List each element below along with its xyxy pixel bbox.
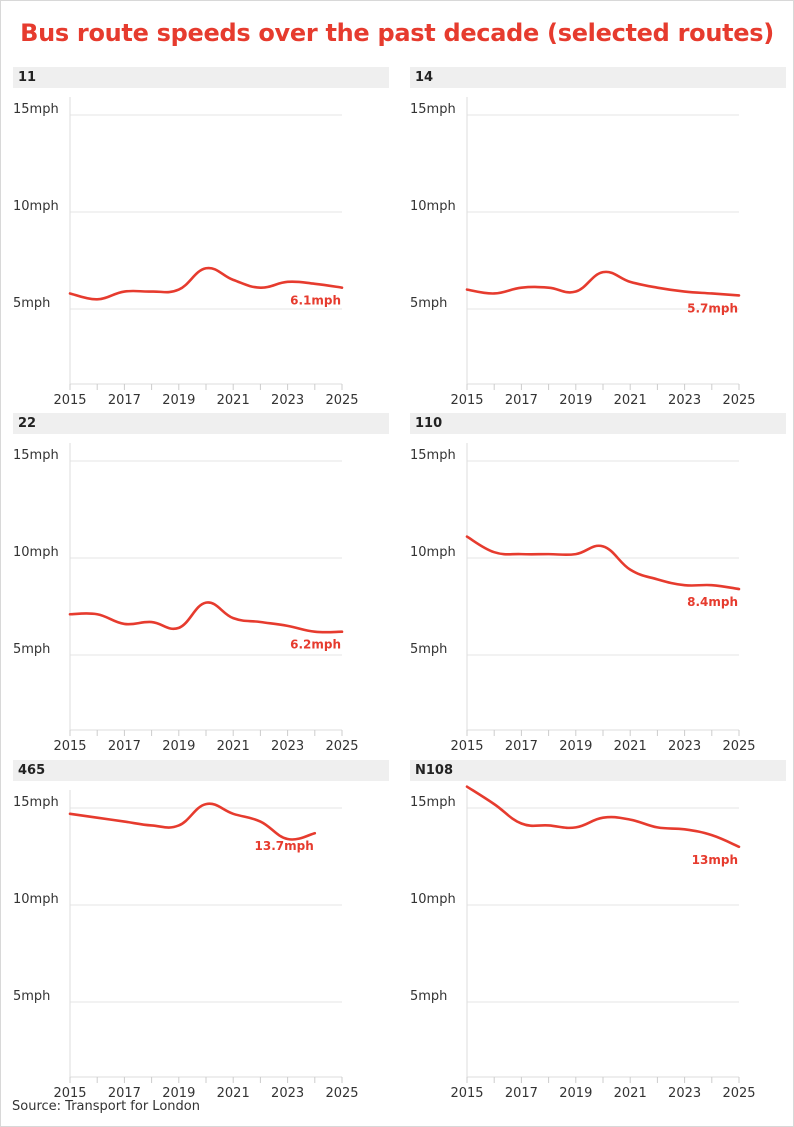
x-tick-label: 2019 — [162, 393, 195, 408]
x-tick-label: 2015 — [53, 393, 86, 408]
series-line — [68, 601, 344, 634]
y-tick-label: 5mph — [410, 989, 447, 1004]
x-tick-label: 2017 — [108, 739, 141, 754]
x-tick-label: 2017 — [505, 393, 538, 408]
y-tick-label: 10mph — [410, 199, 456, 214]
panel-header: N108 — [410, 760, 786, 781]
panel-route-110: 110 5mph 10mph 15mph 2015 2017 2019 2021 2023 20… — [410, 413, 786, 754]
x-tick-label: 2025 — [325, 1086, 358, 1101]
x-tick-label: 2025 — [722, 739, 755, 754]
line-chart: 5mph 10mph 15mph 2015 2017 2019 2021 2023 2025 6.… — [13, 443, 359, 754]
panel-route-11: 11 5mph 10mph 15mph 2015 2017 2019 2021 2023 202… — [13, 67, 389, 408]
x-tick-label: 2025 — [722, 393, 755, 408]
y-tick-label: 15mph — [13, 102, 59, 117]
series-line — [465, 270, 741, 297]
line-chart: 5mph 10mph 15mph 2015 2017 2019 2021 2023 2025 13… — [13, 790, 359, 1101]
x-tick-label: 2021 — [614, 739, 647, 754]
series-line — [68, 266, 344, 301]
data-label: 13mph — [692, 853, 738, 867]
panel-route-465: 465 5mph 10mph 15mph 2015 2017 2019 2021 2023 20… — [13, 760, 389, 1101]
panel-route-22: 22 5mph 10mph 15mph 2015 2017 2019 2021 2023 202… — [13, 413, 389, 754]
y-tick-label: 10mph — [410, 545, 456, 560]
y-tick-label: 10mph — [13, 892, 59, 907]
series-line — [465, 785, 741, 849]
x-tick-label: 2019 — [162, 1086, 195, 1101]
x-tick-label: 2019 — [559, 739, 592, 754]
x-tick-label: 2025 — [325, 739, 358, 754]
panel-title: 465 — [18, 763, 46, 778]
y-tick-label: 5mph — [410, 642, 447, 657]
line-chart: 5mph 10mph 15mph 2015 2017 2019 2021 2023 2025 6.… — [13, 97, 359, 408]
x-tick-label: 2021 — [217, 1086, 250, 1101]
series-line — [465, 535, 741, 591]
data-label: 13.7mph — [255, 839, 314, 853]
x-tick-label: 2021 — [614, 1086, 647, 1101]
y-tick-label: 15mph — [410, 448, 456, 463]
panel-route-14: 14 5mph 10mph 15mph 2015 2017 2019 2021 2023 202… — [410, 67, 786, 408]
page-title: Bus route speeds over the past decade (s… — [20, 19, 774, 47]
x-tick-label: 2017 — [505, 1086, 538, 1101]
panel-route-n108: N108 5mph 10mph 15mph 2015 2017 2019 2021 2023 2… — [410, 760, 786, 1101]
x-tick-label: 2023 — [271, 739, 304, 754]
y-tick-label: 5mph — [410, 296, 447, 311]
panel-title: N108 — [415, 763, 454, 778]
source-note: Source: Transport for London — [12, 1099, 200, 1114]
x-tick-label: 2017 — [108, 1086, 141, 1101]
series-line — [68, 802, 317, 841]
x-tick-label: 2023 — [668, 1086, 701, 1101]
line-chart: 5mph 10mph 15mph 2015 2017 2019 2021 2023 2025 13… — [410, 785, 756, 1101]
line-chart: 5mph 10mph 15mph 2015 2017 2019 2021 2023 2025 5.… — [410, 97, 756, 408]
y-tick-label: 10mph — [13, 199, 59, 214]
x-tick-label: 2025 — [722, 1086, 755, 1101]
x-tick-label: 2015 — [53, 739, 86, 754]
panel-title: 110 — [415, 416, 443, 431]
panel-title: 22 — [18, 416, 37, 431]
y-tick-label: 15mph — [13, 795, 59, 810]
x-tick-label: 2017 — [505, 739, 538, 754]
x-tick-label: 2023 — [271, 393, 304, 408]
panel-header: 465 — [13, 760, 389, 781]
x-tick-label: 2021 — [614, 393, 647, 408]
x-tick-label: 2021 — [217, 739, 250, 754]
x-tick-label: 2015 — [450, 393, 483, 408]
x-tick-label: 2015 — [450, 739, 483, 754]
x-tick-label: 2019 — [559, 393, 592, 408]
panel-title: 14 — [415, 70, 434, 85]
panel-title: 11 — [18, 70, 37, 85]
x-tick-label: 2019 — [162, 739, 195, 754]
data-label: 5.7mph — [687, 301, 738, 315]
panel-header: 14 — [410, 67, 786, 88]
y-tick-label: 15mph — [410, 102, 456, 117]
y-tick-label: 10mph — [13, 545, 59, 560]
panel-header: 22 — [13, 413, 389, 434]
y-tick-label: 5mph — [13, 296, 50, 311]
x-tick-label: 2023 — [271, 1086, 304, 1101]
x-tick-label: 2015 — [450, 1086, 483, 1101]
x-tick-label: 2023 — [668, 739, 701, 754]
data-label: 6.1mph — [290, 294, 341, 308]
panel-header: 11 — [13, 67, 389, 88]
x-tick-label: 2015 — [53, 1086, 86, 1101]
x-tick-label: 2023 — [668, 393, 701, 408]
data-label: 8.4mph — [687, 595, 738, 609]
x-tick-label: 2019 — [559, 1086, 592, 1101]
y-tick-label: 15mph — [410, 795, 456, 810]
x-tick-label: 2021 — [217, 393, 250, 408]
y-tick-label: 10mph — [410, 892, 456, 907]
data-label: 6.2mph — [290, 638, 341, 652]
x-tick-label: 2017 — [108, 393, 141, 408]
line-chart: 5mph 10mph 15mph 2015 2017 2019 2021 2023 2025 8.… — [410, 443, 756, 754]
panel-header: 110 — [410, 413, 786, 434]
x-tick-label: 2025 — [325, 393, 358, 408]
y-tick-label: 5mph — [13, 642, 50, 657]
y-tick-label: 5mph — [13, 989, 50, 1004]
y-tick-label: 15mph — [13, 448, 59, 463]
